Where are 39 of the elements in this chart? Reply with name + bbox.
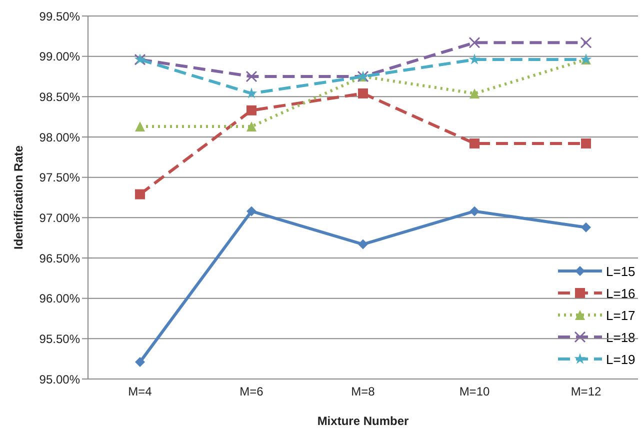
y-tick-label: 97.50%	[39, 170, 80, 185]
point	[470, 88, 480, 98]
point	[581, 138, 591, 148]
point	[358, 239, 368, 250]
y-tick-label: 95.50%	[39, 332, 80, 346]
point	[470, 206, 480, 216]
point	[135, 122, 145, 132]
x-tick-label: M=4	[128, 384, 152, 399]
legend-label: L=18	[606, 330, 636, 344]
legend-label: L=16	[606, 286, 636, 300]
point	[246, 122, 256, 132]
point	[581, 222, 591, 232]
x-tick-label: M=6	[240, 384, 264, 399]
y-tick-label: 97.00%	[39, 210, 80, 225]
point	[470, 138, 480, 148]
point	[246, 105, 256, 116]
y-tick-label: 98.50%	[39, 90, 80, 104]
x-tick-label: M=12	[570, 384, 602, 399]
legend-label: L=17	[606, 308, 636, 322]
x-axis-title: Mixture Number	[317, 414, 409, 428]
y-tick-label: 98.00%	[39, 130, 80, 144]
y-tick-label: 99.50%	[39, 9, 80, 24]
point	[468, 36, 480, 48]
y-tick-label: 95.00%	[39, 372, 80, 386]
point	[246, 70, 258, 82]
point	[358, 88, 368, 98]
y-tick-label: 96.00%	[39, 292, 80, 306]
y-axis-title: Identification Rate	[11, 145, 26, 250]
point	[246, 206, 256, 216]
y-tick-label: 99.00%	[39, 50, 80, 64]
legend-label: L=19	[606, 352, 636, 366]
x-tick-label: M=8	[351, 384, 376, 399]
y-tick-label: 96.50%	[39, 251, 80, 266]
point	[135, 357, 145, 368]
point	[468, 54, 480, 64]
x-tick-label: M=10	[459, 384, 490, 399]
point	[580, 36, 592, 48]
legend-label: L=15	[606, 264, 636, 278]
point	[135, 189, 145, 200]
